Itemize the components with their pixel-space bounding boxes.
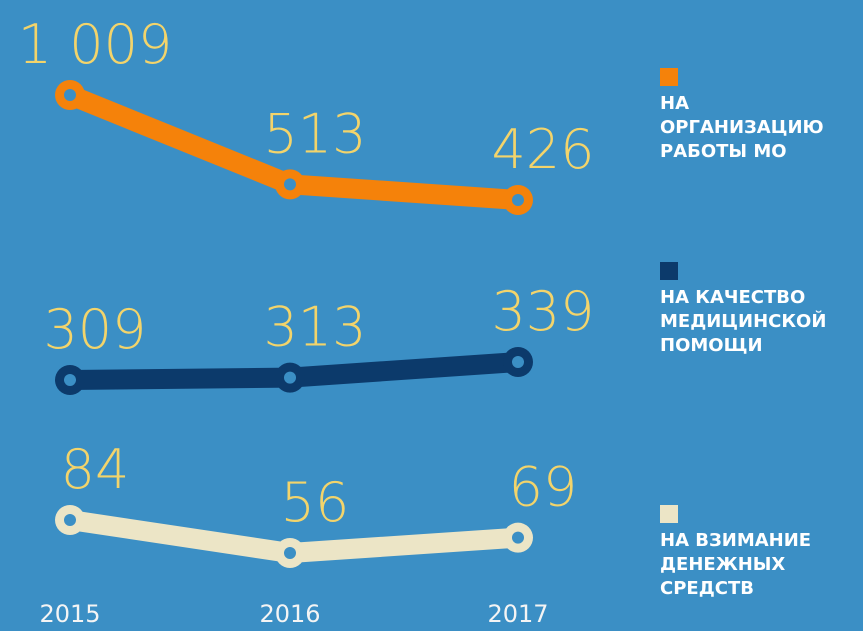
point-center bbox=[64, 89, 76, 101]
point-center bbox=[64, 514, 76, 526]
point-center bbox=[512, 194, 524, 206]
legend-item: НА ВЗИМАНИЕ ДЕНЕЖНЫХ СРЕДСТВ bbox=[660, 505, 830, 601]
data-label: 84 bbox=[61, 438, 130, 501]
point-center bbox=[512, 356, 524, 368]
legend-swatch bbox=[660, 68, 678, 86]
legend-item: НА ОРГАНИЗАЦИЮ РАБОТЫ МО bbox=[660, 68, 830, 164]
data-label: 313 bbox=[263, 296, 366, 359]
data-label: 309 bbox=[43, 298, 146, 361]
legend-label: НА КАЧЕСТВО МЕДИЦИНСКОЙ ПОМОЩИ bbox=[660, 287, 827, 356]
point-center bbox=[64, 374, 76, 386]
legend-label: НА ОРГАНИЗАЦИЮ РАБОТЫ МО bbox=[660, 93, 824, 162]
x-tick-label: 2017 bbox=[487, 600, 548, 628]
point-center bbox=[284, 547, 296, 559]
legend-swatch bbox=[660, 262, 678, 280]
point-center bbox=[512, 531, 524, 544]
data-label: 426 bbox=[491, 118, 594, 181]
point-center bbox=[284, 371, 296, 384]
legend-label: НА ВЗИМАНИЕ ДЕНЕЖНЫХ СРЕДСТВ bbox=[660, 530, 812, 599]
x-tick-label: 2016 bbox=[259, 600, 320, 628]
point-center bbox=[284, 178, 296, 191]
legend-swatch bbox=[660, 505, 678, 523]
x-tick-label: 2015 bbox=[39, 600, 100, 628]
data-label: 339 bbox=[491, 280, 594, 343]
data-label: 1 009 bbox=[18, 13, 173, 76]
data-label: 56 bbox=[281, 471, 350, 534]
data-label: 69 bbox=[509, 456, 578, 519]
legend-item: НА КАЧЕСТВО МЕДИЦИНСКОЙ ПОМОЩИ bbox=[660, 262, 830, 358]
data-label: 513 bbox=[263, 102, 366, 165]
